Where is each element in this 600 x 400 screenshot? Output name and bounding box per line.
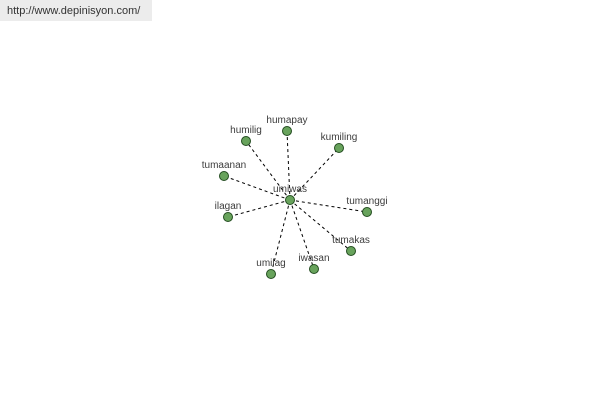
graph-node-label-tumaanan[interactable]: tumaanan: [202, 160, 246, 171]
graph-node-tumakas[interactable]: [346, 246, 356, 256]
graph-node-kumiling[interactable]: [334, 143, 344, 153]
graph-node-label-humilig[interactable]: humilig: [230, 125, 262, 136]
graph-node-label-iwasan[interactable]: iwasan: [298, 253, 329, 264]
graph-node-tumaanan[interactable]: [219, 171, 229, 181]
graph-edge-umiwas-humilig: [245, 140, 291, 201]
graph-node-label-humapay[interactable]: humapay: [266, 115, 307, 126]
graph-node-label-umiwas[interactable]: umiwas: [273, 184, 307, 195]
graph-node-label-tumanggi[interactable]: tumanggi: [346, 196, 387, 207]
graph-node-umiwas[interactable]: [285, 195, 295, 205]
graph-node-tumanggi[interactable]: [362, 207, 372, 217]
graph-edge-umiwas-tumanggi: [289, 199, 368, 213]
graph-node-label-kumiling[interactable]: kumiling: [321, 132, 358, 143]
graph-node-umilag[interactable]: [266, 269, 276, 279]
graph-edge-umiwas-ilagan: [227, 199, 291, 218]
graph-edge-umiwas-tumakas: [289, 199, 352, 252]
graph-node-humapay[interactable]: [282, 126, 292, 136]
graph-node-iwasan[interactable]: [309, 264, 319, 274]
graph-node-humilig[interactable]: [241, 136, 251, 146]
graph-node-label-umilag[interactable]: umilag: [256, 258, 285, 269]
url-text[interactable]: http://www.depinisyon.com/: [7, 4, 141, 17]
graph-node-label-ilagan[interactable]: ilagan: [215, 201, 242, 212]
url-bar[interactable]: http://www.depinisyon.com/: [0, 0, 152, 21]
graph-node-ilagan[interactable]: [223, 212, 233, 222]
graph-edge-umiwas-iwasan: [289, 199, 315, 270]
graph-edge-umiwas-umilag: [270, 199, 291, 275]
graph-node-label-tumakas[interactable]: tumakas: [332, 235, 370, 246]
